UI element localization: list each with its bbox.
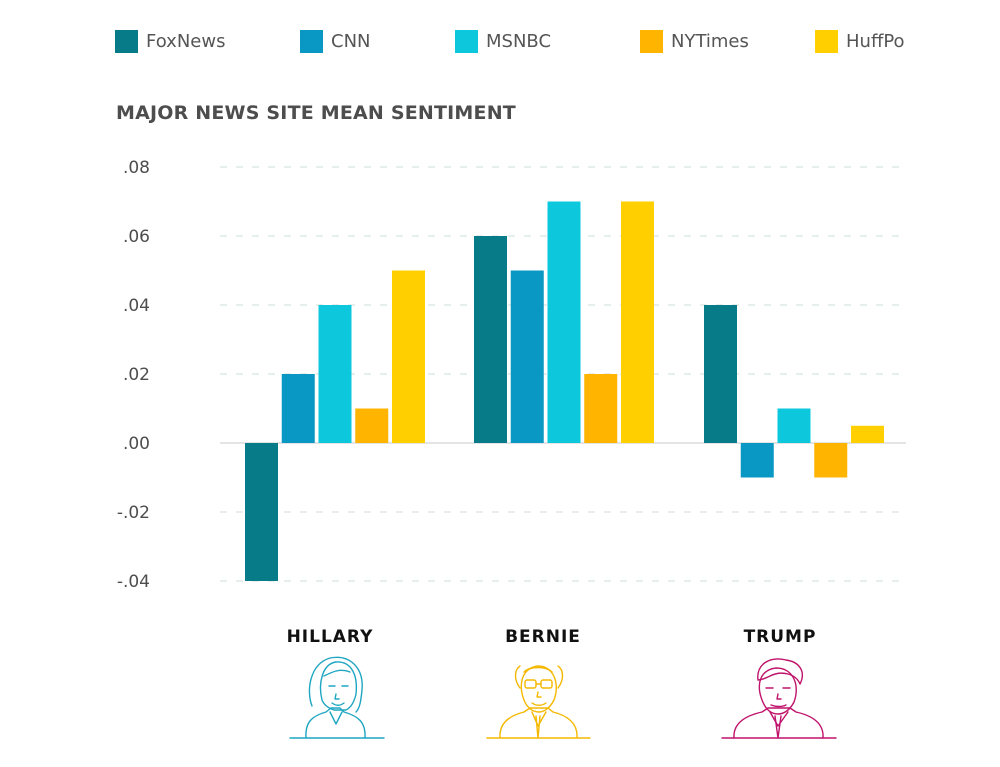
bernie-portrait-icon bbox=[486, 665, 591, 739]
legend-label-foxnews: FoxNews bbox=[146, 30, 226, 52]
bar-msnbc-trump bbox=[777, 408, 811, 443]
bar-nytimes-hillary bbox=[355, 408, 389, 443]
legend-swatch-msnbc bbox=[455, 29, 478, 53]
legend-label-nytimes: NYTimes bbox=[671, 30, 749, 52]
legend-swatch-nytimes bbox=[640, 29, 663, 53]
legend-item-nytimes: NYTimes bbox=[640, 28, 749, 54]
bar-nytimes-bernie bbox=[584, 374, 618, 443]
category-label: TRUMP bbox=[744, 627, 817, 647]
y-tick-label: .02 bbox=[123, 365, 150, 385]
category-label: BERNIE bbox=[505, 627, 581, 647]
legend-item-cnn: CNN bbox=[300, 28, 371, 54]
chart-bars bbox=[245, 201, 884, 581]
category-labels: HILLARY BERNIE TRUMP bbox=[287, 627, 817, 647]
bar-foxnews-trump bbox=[704, 305, 737, 443]
bar-nytimes-trump bbox=[814, 443, 848, 478]
y-tick-label: -.02 bbox=[117, 503, 150, 523]
y-tick-label: .00 bbox=[123, 434, 150, 454]
chart-title: MAJOR NEWS SITE MEAN SENTIMENT bbox=[116, 102, 516, 124]
legend-item-huffpo: HuffPo bbox=[815, 28, 905, 54]
y-tick-label: -.04 bbox=[117, 572, 150, 592]
y-tick-label: .08 bbox=[123, 158, 150, 178]
y-tick-label: .04 bbox=[123, 296, 150, 316]
y-axis-ticks: .08 .06 .04 .02 .00 -.02 -.04 bbox=[117, 158, 150, 592]
legend-swatch-cnn bbox=[300, 29, 323, 53]
bar-cnn-hillary bbox=[281, 374, 315, 443]
chart-legend: FoxNews CNN MSNBC NYTimes HuffPo bbox=[115, 28, 915, 54]
bar-foxnews-hillary bbox=[245, 443, 278, 581]
hillary-portrait-icon bbox=[289, 656, 385, 739]
bar-huffpo-bernie bbox=[621, 201, 654, 443]
legend-label-huffpo: HuffPo bbox=[846, 30, 905, 52]
bar-foxnews-bernie bbox=[474, 236, 507, 443]
legend-item-msnbc: MSNBC bbox=[455, 28, 551, 54]
bar-huffpo-hillary bbox=[392, 270, 425, 443]
y-tick-label: .06 bbox=[123, 227, 150, 247]
legend-swatch-huffpo bbox=[815, 29, 838, 53]
legend-item-foxnews: FoxNews bbox=[115, 28, 225, 54]
bar-cnn-bernie bbox=[510, 270, 544, 443]
legend-swatch-foxnews bbox=[115, 29, 138, 53]
bar-cnn-trump bbox=[740, 443, 774, 478]
category-label: HILLARY bbox=[287, 627, 374, 647]
bar-msnbc-hillary bbox=[318, 305, 352, 443]
bar-huffpo-trump bbox=[851, 425, 884, 443]
trump-portrait-icon bbox=[721, 658, 837, 739]
legend-label-cnn: CNN bbox=[331, 30, 371, 52]
legend-label-msnbc: MSNBC bbox=[486, 30, 552, 52]
bar-msnbc-bernie bbox=[547, 201, 581, 443]
